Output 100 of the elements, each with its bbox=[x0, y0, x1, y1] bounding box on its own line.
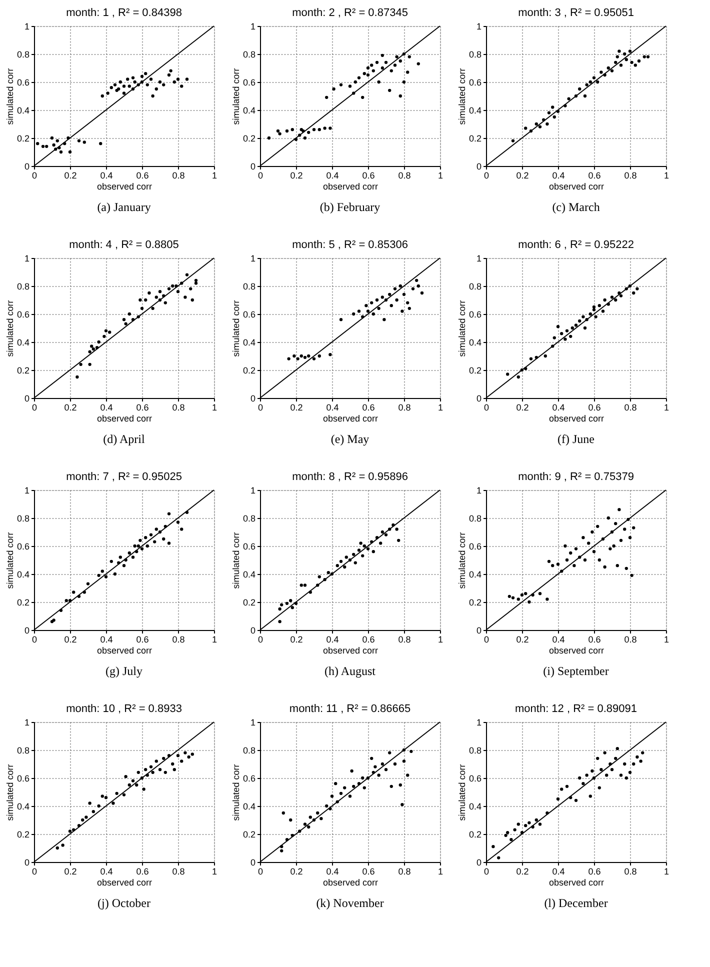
point bbox=[416, 62, 420, 66]
point bbox=[551, 564, 554, 568]
point bbox=[393, 64, 397, 67]
x-tick-label: 0.8 bbox=[624, 866, 637, 876]
y-tick-label: 0.8 bbox=[16, 514, 30, 524]
chart-title: month: 5 , R² = 0.85306 bbox=[292, 239, 408, 251]
point bbox=[140, 306, 144, 310]
point bbox=[603, 298, 606, 302]
y-tick-label: 0.6 bbox=[468, 78, 482, 88]
point bbox=[380, 296, 384, 299]
point bbox=[592, 76, 596, 80]
point bbox=[524, 126, 528, 130]
point bbox=[565, 784, 569, 788]
point bbox=[546, 598, 549, 601]
point bbox=[565, 329, 569, 332]
point bbox=[176, 290, 180, 294]
point bbox=[388, 292, 392, 296]
point bbox=[68, 830, 72, 833]
point bbox=[79, 362, 82, 366]
point bbox=[630, 60, 634, 64]
point bbox=[131, 556, 135, 559]
x-tick-label: 0.2 bbox=[64, 634, 77, 644]
x-tick-label: 0 bbox=[484, 402, 490, 412]
point bbox=[41, 144, 45, 148]
y-tick-label: 0 bbox=[24, 858, 30, 868]
y-tick-label: 1 bbox=[476, 486, 482, 496]
point bbox=[180, 84, 184, 88]
point bbox=[398, 284, 402, 288]
point bbox=[406, 774, 410, 777]
x-tick-label: 0.8 bbox=[172, 866, 185, 876]
y-tick-label: 0.8 bbox=[242, 514, 256, 524]
point bbox=[616, 55, 619, 58]
point bbox=[88, 362, 92, 366]
point bbox=[600, 768, 603, 772]
x-tick-label: 0.2 bbox=[64, 866, 77, 876]
point bbox=[578, 87, 582, 91]
point bbox=[146, 83, 149, 86]
x-tick-label: 1 bbox=[664, 170, 670, 180]
point bbox=[551, 106, 554, 109]
x-axis-title: observed corr bbox=[548, 646, 604, 656]
point bbox=[325, 804, 328, 808]
point bbox=[104, 575, 108, 578]
y-tick-label: 1 bbox=[250, 22, 256, 32]
point bbox=[361, 776, 364, 780]
point bbox=[296, 357, 300, 360]
point bbox=[492, 845, 495, 848]
point bbox=[370, 301, 374, 304]
point bbox=[50, 136, 54, 140]
y-tick-label: 0.6 bbox=[468, 774, 482, 784]
x-tick-label: 0.2 bbox=[516, 634, 529, 644]
point bbox=[343, 786, 346, 790]
y-tick-label: 0.8 bbox=[16, 282, 30, 292]
y-tick-label: 0 bbox=[24, 626, 30, 636]
x-tick-label: 0.2 bbox=[290, 170, 303, 180]
point bbox=[388, 751, 392, 754]
point bbox=[411, 287, 415, 290]
point bbox=[406, 70, 410, 74]
point bbox=[556, 562, 560, 566]
point bbox=[61, 844, 64, 847]
point bbox=[400, 803, 404, 806]
y-axis-title: simulated corr bbox=[4, 764, 15, 821]
y-tick-label: 0.4 bbox=[468, 338, 482, 348]
text: (g) July bbox=[106, 664, 142, 678]
point bbox=[364, 304, 368, 308]
point bbox=[623, 52, 626, 56]
point bbox=[598, 304, 601, 308]
point bbox=[100, 794, 104, 798]
point bbox=[124, 322, 128, 326]
point bbox=[506, 372, 510, 376]
point bbox=[637, 59, 641, 63]
point bbox=[415, 278, 418, 282]
point bbox=[590, 530, 594, 534]
point bbox=[588, 80, 592, 84]
point bbox=[510, 838, 513, 842]
point bbox=[592, 308, 596, 312]
text: (h) August bbox=[324, 664, 376, 678]
point bbox=[606, 516, 610, 520]
point bbox=[497, 856, 500, 860]
point bbox=[416, 284, 420, 288]
point bbox=[312, 357, 316, 360]
y-tick-label: 0.4 bbox=[242, 106, 256, 116]
point bbox=[398, 783, 402, 787]
point bbox=[508, 594, 511, 598]
point bbox=[583, 558, 587, 562]
y-tick-label: 0.4 bbox=[242, 338, 256, 348]
y-tick-label: 1 bbox=[250, 486, 256, 496]
point bbox=[151, 94, 154, 98]
y-tick-label: 1 bbox=[24, 254, 30, 264]
point bbox=[184, 296, 187, 299]
point bbox=[606, 66, 610, 70]
y-axis-title: simulated corr bbox=[230, 532, 241, 589]
y-tick-label: 0.2 bbox=[468, 830, 482, 840]
point bbox=[623, 762, 626, 766]
point bbox=[162, 83, 166, 86]
point bbox=[172, 80, 176, 84]
y-tick-label: 0.8 bbox=[468, 514, 482, 524]
point bbox=[280, 603, 284, 606]
point bbox=[300, 584, 303, 587]
chart-title: month: 8 , R² = 0.95896 bbox=[292, 471, 408, 483]
point bbox=[619, 538, 623, 542]
